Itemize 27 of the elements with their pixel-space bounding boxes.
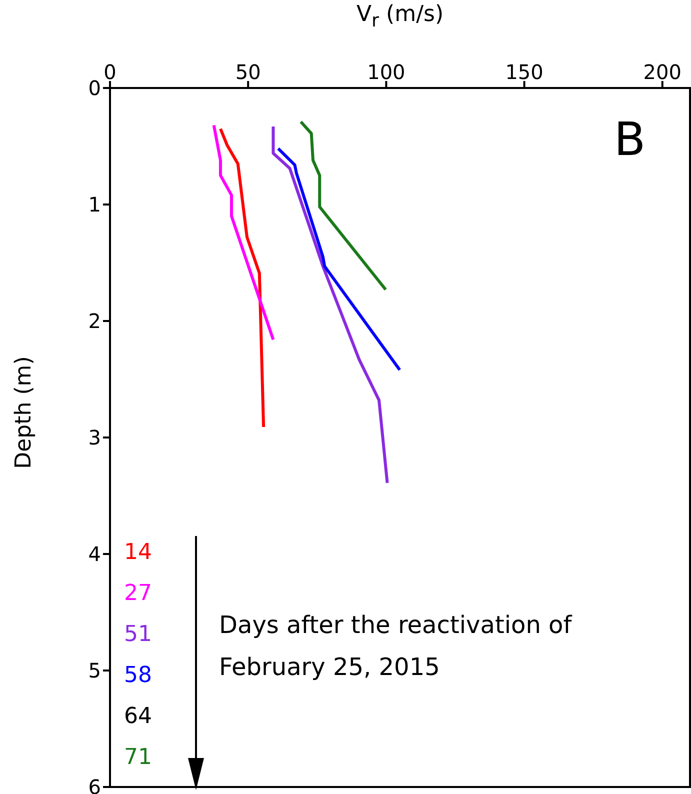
annotation: B bbox=[614, 112, 646, 166]
y-tick-label: 1 bbox=[88, 192, 101, 217]
y-axis-title: Depth (m) bbox=[12, 355, 36, 471]
x-tick-label: 150 bbox=[505, 60, 544, 84]
y-tick-label: 5 bbox=[88, 658, 101, 683]
line-series bbox=[299, 120, 388, 292]
y-tick-label: 6 bbox=[88, 775, 101, 794]
line-series bbox=[272, 124, 389, 484]
x-tick-label: 0 bbox=[104, 60, 116, 84]
y-tick-label: 4 bbox=[88, 542, 101, 566]
x-tick-label: 100 bbox=[367, 60, 406, 84]
x-tick-label: 50 bbox=[235, 60, 261, 84]
legend-label: 64 bbox=[124, 703, 152, 731]
line-series bbox=[218, 127, 266, 429]
x-axis-title: V$_{r}$ (m/s) bbox=[355, 2, 445, 32]
y-tick-label: 2 bbox=[88, 309, 101, 334]
text: 14 bbox=[124, 539, 152, 567]
text: 51 bbox=[124, 621, 152, 649]
legend-title: Days after the reactivation of February 25, 2015 bbox=[219, 610, 574, 683]
x-tick-label: 200 bbox=[643, 60, 682, 84]
y-tick-label: 0 bbox=[88, 76, 101, 100]
y-tick-label: 3 bbox=[88, 426, 101, 450]
text: 27 bbox=[124, 580, 152, 608]
line-series bbox=[212, 124, 275, 342]
text: 71 bbox=[124, 744, 152, 772]
line-series bbox=[276, 147, 402, 372]
text: 58 bbox=[124, 662, 152, 690]
